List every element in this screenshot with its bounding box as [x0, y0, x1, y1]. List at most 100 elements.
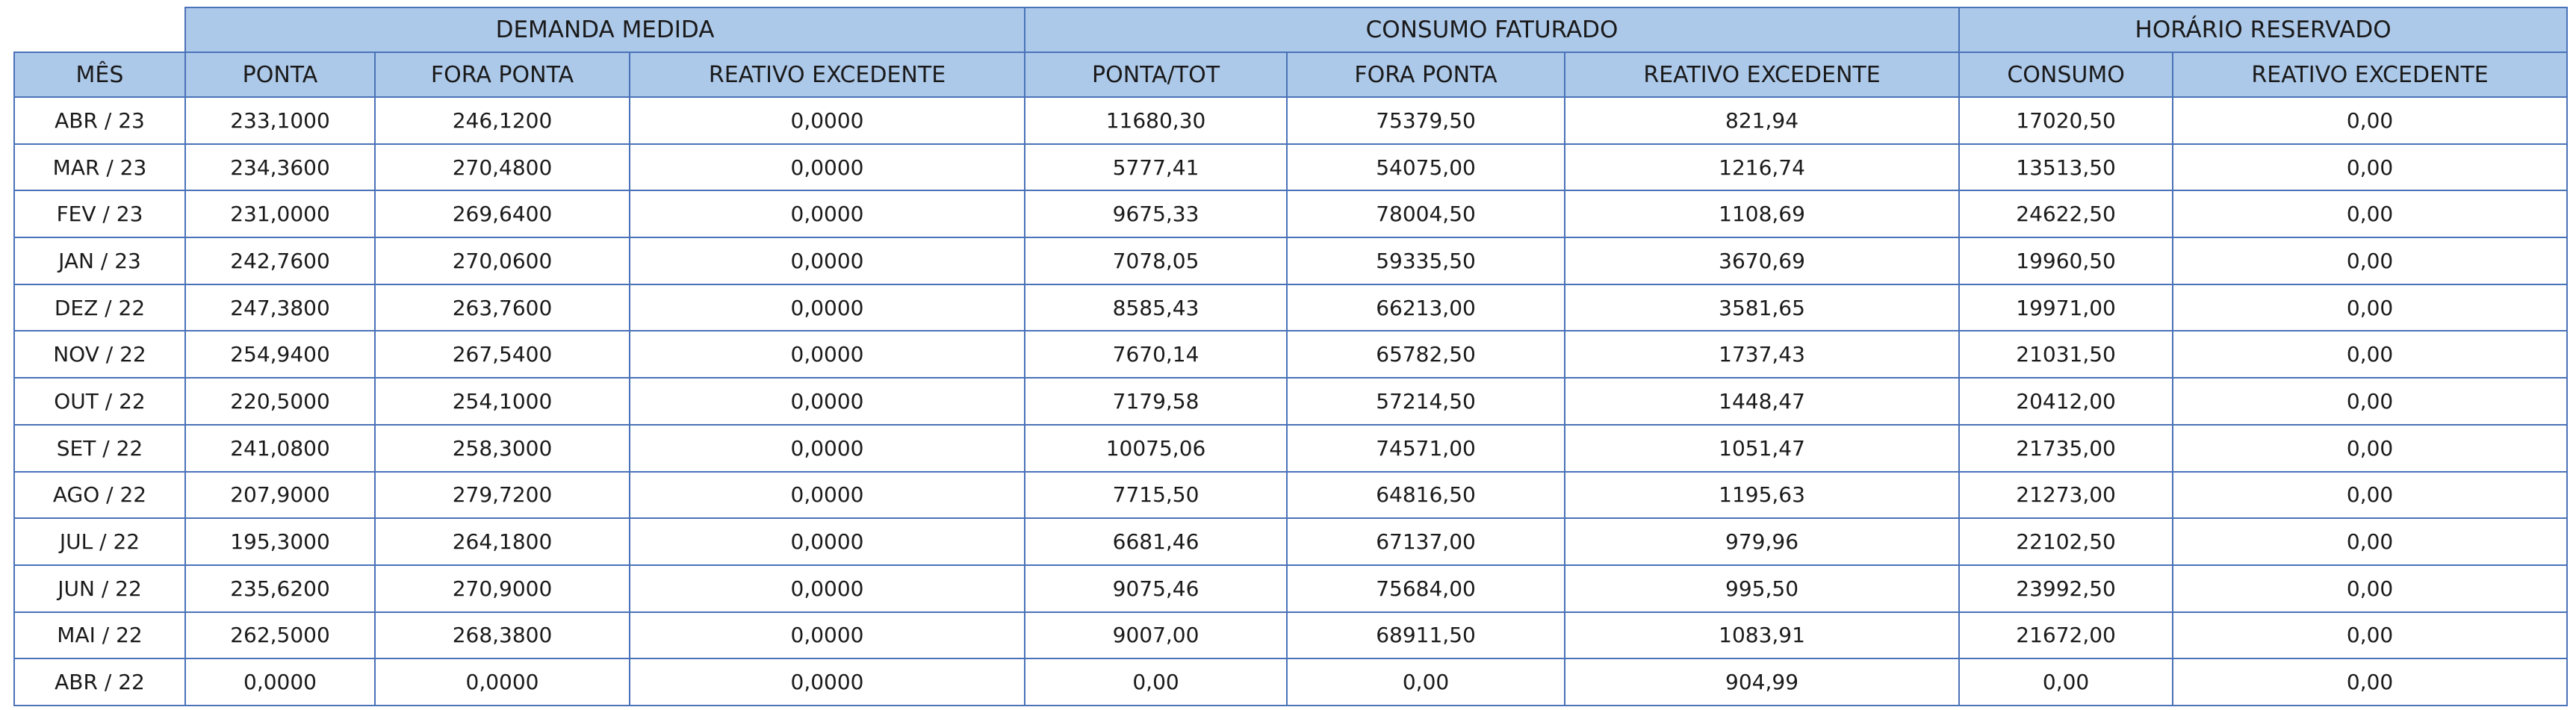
cell-consumo-fora-ponta: 68911,50: [1286, 611, 1566, 660]
group-consumo-faturado: CONSUMO FATURADO: [1024, 7, 1961, 53]
cell-horario-reativo: 0,00: [2172, 330, 2569, 379]
cell-consumo-reativo: 3670,69: [1564, 237, 1961, 285]
cell-consumo-reativo: 1051,47: [1564, 423, 1961, 473]
cell-demanda-fora-ponta: 254,1000: [374, 377, 630, 426]
cell-mes: JUL / 22: [13, 517, 186, 566]
cell-horario-reativo: 0,00: [2172, 237, 2569, 285]
cell-demanda-ponta: 241,0800: [184, 423, 376, 473]
corner-cell: [14, 7, 186, 53]
cell-demanda-ponta: 242,7600: [184, 237, 376, 285]
cell-horario-consumo: 21735,00: [1958, 423, 2174, 473]
cell-consumo-fora-ponta: 75684,00: [1286, 564, 1566, 613]
col-demanda-ponta: PONTA: [184, 52, 376, 98]
cell-horario-consumo: 17020,50: [1958, 96, 2174, 145]
cell-horario-reativo: 0,00: [2172, 611, 2569, 660]
col-demanda-fora-ponta: FORA PONTA: [374, 52, 630, 98]
cell-mes: JUN / 22: [13, 564, 186, 613]
col-demanda-reativo-excedente: REATIVO EXCEDENTE: [628, 52, 1026, 98]
cell-horario-consumo: 24622,50: [1958, 190, 2174, 239]
cell-mes: FEV / 23: [13, 190, 186, 239]
cell-consumo-fora-ponta: 75379,50: [1286, 96, 1566, 145]
cell-consumo-ponta-tot: 9075,46: [1024, 564, 1288, 613]
cell-consumo-reativo: 995,50: [1564, 564, 1961, 613]
cell-consumo-fora-ponta: 59335,50: [1286, 237, 1566, 285]
cell-mes: JAN / 23: [13, 237, 186, 285]
cell-demanda-fora-ponta: 246,1200: [374, 96, 630, 145]
cell-demanda-fora-ponta: 270,9000: [374, 564, 630, 613]
cell-demanda-ponta: 247,3800: [184, 283, 376, 332]
cell-horario-reativo: 0,00: [2172, 423, 2569, 473]
cell-horario-consumo: 20412,00: [1958, 377, 2174, 426]
cell-consumo-ponta-tot: 10075,06: [1024, 423, 1288, 473]
table-row: JUL / 22 195,3000 264,1800 0,0000 6681,46 671…: [13, 517, 2569, 566]
cell-demanda-reativo: 0,0000: [628, 143, 1026, 192]
cell-horario-reativo: 0,00: [2172, 517, 2569, 566]
cell-mes: ABR / 23: [13, 96, 186, 145]
table-body: ABR / 23 233,1000 246,1200 0,0000 11680,30 75…: [13, 96, 2569, 706]
cell-horario-reativo: 0,00: [2172, 658, 2569, 706]
cell-horario-reativo: 0,00: [2172, 283, 2569, 332]
cell-demanda-ponta: 231,0000: [184, 190, 376, 239]
cell-mes: OUT / 22: [13, 377, 186, 426]
cell-demanda-ponta: 195,3000: [184, 517, 376, 566]
cell-consumo-ponta-tot: 9675,33: [1024, 190, 1288, 239]
col-horario-consumo: CONSUMO: [1958, 52, 2174, 98]
cell-demanda-reativo: 0,0000: [628, 377, 1026, 426]
table-row: MAR / 23 234,3600 270,4800 0,0000 5777,41 540…: [13, 143, 2569, 192]
cell-consumo-reativo: 904,99: [1564, 658, 1961, 706]
cell-demanda-ponta: 207,9000: [184, 470, 376, 520]
col-horario-reativo-excedente: REATIVO EXCEDENTE: [2172, 52, 2569, 98]
cell-demanda-fora-ponta: 270,0600: [374, 237, 630, 285]
cell-horario-consumo: 0,00: [1958, 658, 2174, 706]
cell-consumo-fora-ponta: 57214,50: [1286, 377, 1566, 426]
cell-demanda-fora-ponta: 279,7200: [374, 470, 630, 520]
table-header: DEMANDA MEDIDA CONSUMO FATURADO HORÁRIO …: [13, 7, 2569, 98]
group-header-row: DEMANDA MEDIDA CONSUMO FATURADO HORÁRIO …: [14, 7, 2569, 53]
cell-demanda-fora-ponta: 267,5400: [374, 330, 630, 379]
cell-mes: AGO / 22: [13, 470, 186, 520]
cell-horario-consumo: 21031,50: [1958, 330, 2174, 379]
table-row: ABR / 22 0,0000 0,0000 0,0000 0,00 0,00 904,99…: [13, 658, 2569, 706]
cell-demanda-ponta: 254,9400: [184, 330, 376, 379]
cell-mes: MAR / 23: [13, 143, 186, 192]
cell-consumo-fora-ponta: 64816,50: [1286, 470, 1566, 520]
cell-consumo-ponta-tot: 7715,50: [1024, 470, 1288, 520]
table-row: ABR / 23 233,1000 246,1200 0,0000 11680,30 75…: [13, 96, 2569, 145]
cell-horario-reativo: 0,00: [2172, 96, 2569, 145]
cell-horario-reativo: 0,00: [2172, 190, 2569, 239]
group-horario-reservado: HORÁRIO RESERVADO: [1958, 7, 2569, 53]
cell-consumo-ponta-tot: 5777,41: [1024, 143, 1288, 192]
cell-mes: ABR / 22: [13, 658, 186, 706]
table-row: JAN / 23 242,7600 270,0600 0,0000 7078,05 593…: [13, 237, 2569, 285]
cell-horario-reativo: 0,00: [2172, 143, 2569, 192]
cell-consumo-reativo: 821,94: [1564, 96, 1961, 145]
cell-demanda-reativo: 0,0000: [628, 190, 1026, 239]
cell-demanda-fora-ponta: 270,4800: [374, 143, 630, 192]
cell-consumo-reativo: 1448,47: [1564, 377, 1961, 426]
col-consumo-fora-ponta: FORA PONTA: [1286, 52, 1566, 98]
cell-consumo-fora-ponta: 65782,50: [1286, 330, 1566, 379]
cell-horario-consumo: 21672,00: [1958, 611, 2174, 660]
cell-demanda-reativo: 0,0000: [628, 330, 1026, 379]
cell-consumo-reativo: 1083,91: [1564, 611, 1961, 660]
cell-horario-consumo: 23992,50: [1958, 564, 2174, 613]
cell-consumo-fora-ponta: 66213,00: [1286, 283, 1566, 332]
cell-demanda-reativo: 0,0000: [628, 96, 1026, 145]
cell-mes: NOV / 22: [13, 330, 186, 379]
cell-demanda-fora-ponta: 0,0000: [374, 658, 630, 706]
cell-horario-consumo: 19960,50: [1958, 237, 2174, 285]
col-consumo-ponta-tot: PONTA/TOT: [1024, 52, 1288, 98]
group-demanda-medida: DEMANDA MEDIDA: [184, 7, 1026, 53]
cell-demanda-fora-ponta: 268,3800: [374, 611, 630, 660]
cell-consumo-reativo: 1216,74: [1564, 143, 1961, 192]
table-row: MAI / 22 262,5000 268,3800 0,0000 9007,00 689…: [13, 611, 2569, 660]
cell-consumo-ponta-tot: 11680,30: [1024, 96, 1288, 145]
cell-demanda-ponta: 0,0000: [184, 658, 376, 706]
cell-consumo-ponta-tot: 0,00: [1024, 658, 1288, 706]
cell-horario-consumo: 13513,50: [1958, 143, 2174, 192]
cell-demanda-reativo: 0,0000: [628, 658, 1026, 706]
cell-consumo-ponta-tot: 8585,43: [1024, 283, 1288, 332]
cell-consumo-ponta-tot: 9007,00: [1024, 611, 1288, 660]
table-row: DEZ / 22 247,3800 263,7600 0,0000 8585,43 662…: [13, 283, 2569, 332]
cell-consumo-reativo: 979,96: [1564, 517, 1961, 566]
